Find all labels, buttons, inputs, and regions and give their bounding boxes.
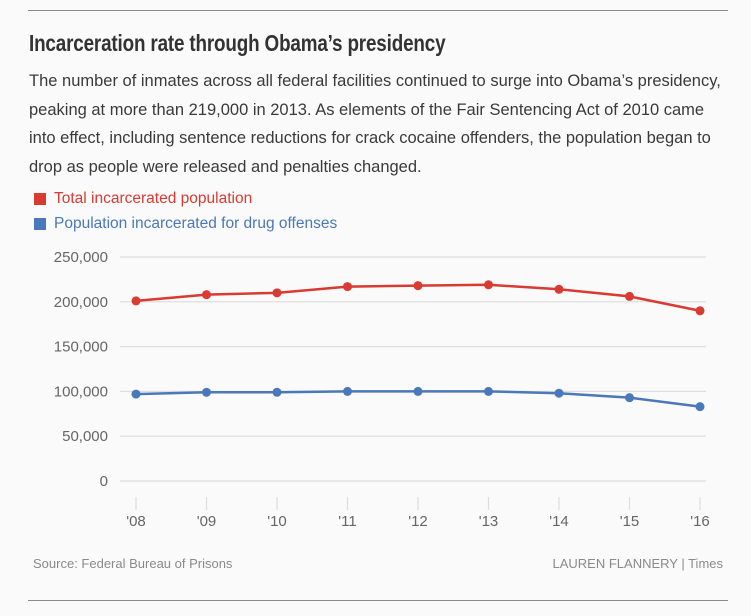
y-tick-label: 150,000 [54, 339, 108, 356]
source-note: Source: Federal Bureau of Prisons [33, 556, 233, 571]
data-point-drug[interactable] [272, 387, 282, 397]
legend-swatch-drug [34, 217, 46, 230]
legend-label-total: Total incarcerated population [54, 189, 253, 207]
data-point-drug[interactable] [554, 388, 564, 398]
y-axis: 0 50,000 100,000 150,000 200,000 250,000 [54, 249, 108, 490]
bottom-rule [28, 600, 728, 601]
y-tick-label: 100,000 [54, 383, 108, 400]
series-points [131, 280, 705, 412]
data-point-total[interactable] [131, 296, 141, 306]
legend-swatch-total [34, 192, 46, 205]
legend: Total incarcerated population Population… [34, 186, 337, 236]
x-tick-label: '13 [479, 513, 499, 530]
x-tick-label: '14 [549, 513, 569, 530]
x-tick-label: '15 [620, 513, 640, 530]
y-tick-label: 200,000 [54, 294, 108, 311]
y-tick-label: 0 [100, 473, 108, 490]
top-rule [28, 10, 728, 11]
legend-item-drug: Population incarcerated for drug offense… [34, 211, 337, 236]
data-point-total[interactable] [343, 282, 352, 292]
y-tick-label: 250,000 [54, 249, 108, 266]
data-point-total[interactable] [554, 284, 564, 294]
data-point-total[interactable] [413, 281, 423, 291]
data-point-drug[interactable] [131, 389, 141, 399]
chart-description: The number of inmates across all federal… [29, 72, 721, 176]
credit-line: LAUREN FLANNERY | Times [552, 556, 724, 571]
x-tick-label: '12 [408, 513, 428, 530]
x-tick-label: '10 [267, 513, 287, 530]
data-point-drug[interactable] [695, 402, 705, 412]
x-tick-label: '16 [690, 513, 710, 530]
x-tick-label: '08 [126, 513, 146, 530]
x-axis: '08 '09 '10 '11 '12 '13 '14 '15 '16 [126, 497, 710, 530]
chart-title: Incarceration rate through Obama’s presi… [29, 30, 446, 56]
x-tick-label: '09 [197, 513, 217, 530]
data-point-total[interactable] [484, 280, 493, 290]
data-point-total[interactable] [272, 288, 282, 298]
data-point-drug[interactable] [343, 386, 352, 396]
data-point-total[interactable] [625, 291, 634, 301]
x-tick-label: '11 [338, 513, 356, 530]
data-point-drug[interactable] [413, 386, 423, 396]
data-point-drug[interactable] [484, 386, 493, 396]
legend-item-total: Total incarcerated population [34, 186, 337, 211]
legend-label-drug: Population incarcerated for drug offense… [54, 214, 338, 232]
data-point-total[interactable] [695, 306, 705, 316]
y-tick-label: 50,000 [62, 428, 108, 445]
data-point-total[interactable] [202, 290, 211, 300]
data-point-drug[interactable] [202, 387, 211, 397]
data-point-drug[interactable] [625, 393, 634, 403]
